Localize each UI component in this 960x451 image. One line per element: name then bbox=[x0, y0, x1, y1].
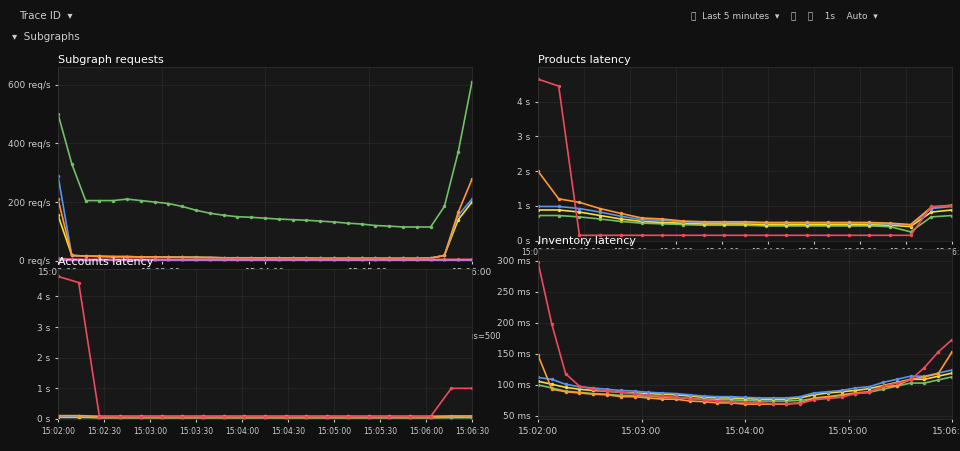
Text: ⏱  Last 5 minutes  ▾    🔍    🔄    1s    Auto  ▾: ⏱ Last 5 minutes ▾ 🔍 🔄 1s Auto ▾ bbox=[691, 11, 878, 20]
Text: Trace ID  ▾: Trace ID ▾ bbox=[19, 11, 73, 21]
Text: Subgraph requests: Subgraph requests bbox=[58, 55, 164, 65]
Text: ▾  Subgraphs: ▾ Subgraphs bbox=[12, 32, 80, 42]
Text: Accounts latency: Accounts latency bbox=[58, 257, 154, 267]
Text: Inventory latency: Inventory latency bbox=[538, 236, 636, 246]
Text: Products latency: Products latency bbox=[538, 55, 631, 65]
Legend: p50, p75, p90, p95, p99: p50, p75, p90, p95, p99 bbox=[542, 304, 734, 320]
Legend: accounts status=200, inventory status=200, products status=200, reviews status=2: accounts status=200, inventory status=20… bbox=[62, 328, 504, 357]
